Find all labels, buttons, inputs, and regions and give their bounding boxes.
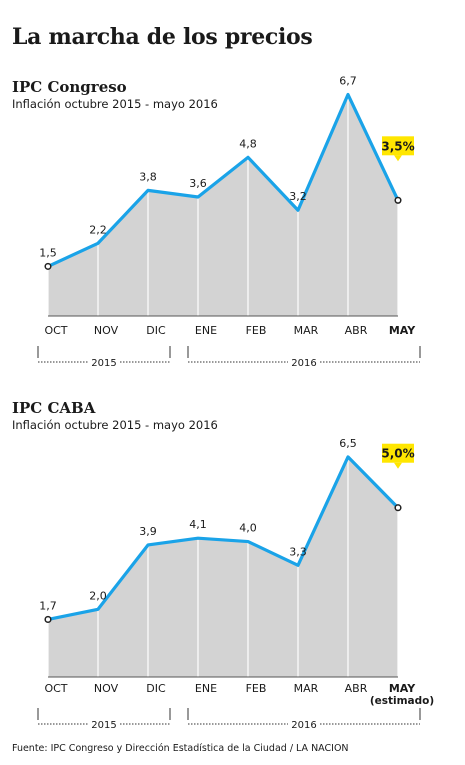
data-point-oct — [44, 262, 52, 270]
value-label-oct: 1,7 — [39, 599, 57, 612]
highlight-callout: 5,0% — [381, 443, 415, 469]
category-label-oct: OCT — [44, 324, 67, 337]
value-label-may: 3,5% — [381, 139, 414, 153]
category-label-mar: MAR — [294, 324, 319, 337]
area-fill — [48, 456, 398, 677]
data-point-oct — [44, 615, 52, 623]
source-note: Fuente: IPC Congreso y Dirección Estadís… — [12, 743, 349, 754]
main-title: La marcha de los precios — [12, 24, 313, 50]
chart-ipc-congreso: 1,5 2,2 3,8 3,6 4,8 3,2 6,7 3,5% OCT NOV DIC ENE FEB… — [37, 75, 421, 369]
value-label-dic: 3,9 — [139, 525, 157, 538]
year-label-2015: 2015 — [91, 720, 116, 731]
highlight-box — [382, 136, 414, 156]
category-label-nov: NOV — [94, 682, 119, 695]
value-label-feb: 4,8 — [239, 137, 257, 150]
chart-subtitle-caba: Inflación octubre 2015 - mayo 2016 — [12, 418, 218, 432]
value-label-abr: 6,5 — [339, 437, 357, 450]
value-label-abr: 6,7 — [339, 75, 357, 88]
category-label-dic: DIC — [146, 324, 166, 337]
chart-subtitle-congreso: Inflación octubre 2015 - mayo 2016 — [12, 97, 218, 111]
category-label-abr: ABR — [345, 324, 368, 337]
chart-title-congreso: IPC Congreso — [12, 78, 127, 96]
year-bracket-2015: 2015 — [37, 346, 171, 369]
year-label-2015: 2015 — [91, 358, 116, 369]
year-label-2016: 2016 — [291, 720, 316, 731]
category-label-may: MAY — [389, 324, 416, 337]
year-bracket-2015: 2015 — [37, 708, 171, 731]
category-label-ene: ENE — [195, 682, 217, 695]
series-line — [46, 455, 400, 622]
category-label-mar: MAR — [294, 682, 319, 695]
year-label-2016: 2016 — [291, 358, 316, 369]
year-bracket-2016: 2016 — [187, 708, 421, 731]
value-label-dic: 3,8 — [139, 170, 157, 183]
highlight-box — [382, 443, 414, 463]
series-line — [46, 92, 400, 269]
value-label-nov: 2,0 — [89, 589, 107, 602]
chart-title-caba: IPC CABA — [12, 399, 96, 417]
highlight-callout: 3,5% — [381, 136, 415, 162]
data-point-may — [394, 196, 402, 204]
value-label-feb: 4,0 — [239, 522, 257, 535]
data-point-may — [394, 504, 402, 512]
value-label-ene: 4,1 — [189, 518, 207, 531]
category-label-nov: NOV — [94, 324, 119, 337]
category-label-may: MAY — [389, 682, 416, 695]
area-fill — [48, 94, 398, 317]
category-label-feb: FEB — [246, 682, 267, 695]
value-label-nov: 2,2 — [89, 223, 107, 236]
value-label-oct: 1,5 — [39, 246, 57, 259]
value-label-mar: 3,3 — [289, 545, 307, 558]
category-label-dic: DIC — [146, 682, 166, 695]
value-label-may: 5,0% — [381, 447, 414, 461]
year-bracket-2016: 2016 — [187, 346, 421, 369]
category-note: (estimado) — [370, 695, 434, 707]
category-label-abr: ABR — [345, 682, 368, 695]
category-label-feb: FEB — [246, 324, 267, 337]
category-label-oct: OCT — [44, 682, 67, 695]
highlight-pointer — [394, 462, 402, 469]
value-label-mar: 3,2 — [289, 190, 307, 203]
highlight-pointer — [394, 155, 402, 162]
category-label-ene: ENE — [195, 324, 217, 337]
value-label-ene: 3,6 — [189, 177, 207, 190]
